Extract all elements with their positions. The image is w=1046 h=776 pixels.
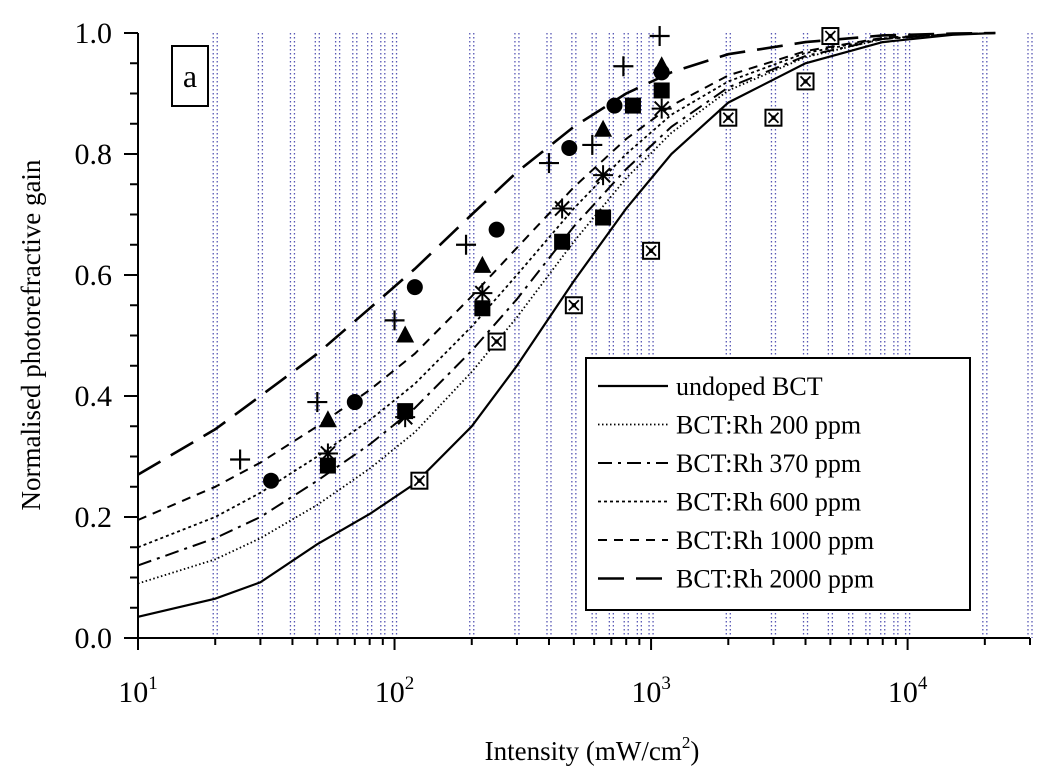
data-point-series-3 [472,283,493,304]
x-tick-label-exponent: 3 [661,673,671,694]
data-point-series-1 [796,72,815,91]
data-point-series-6 [384,310,405,331]
legend: undoped BCT BCT:Rh 200 ppm BCT:Rh 370 ppm B… [585,357,971,611]
data-point-series-6 [613,56,634,77]
data-point-series-3 [317,443,338,464]
legend-entry: BCT:Rh 200 ppm [676,411,861,440]
data-point-series-2 [624,97,641,114]
x-tick-label-base: 10 [888,676,918,709]
data-point-series-1 [642,241,661,260]
panel-label-box: a [171,45,209,107]
data-point-series-1 [821,27,840,46]
x-axis-label-close: ) [690,736,699,766]
data-point-series-6 [538,153,559,174]
data-point-series-3 [395,407,416,428]
data-point-series-6 [307,392,328,413]
y-tick-label: 0.2 [75,501,113,534]
data-point-series-4 [561,139,578,156]
legend-entry: BCT:Rh 2000 ppm [676,565,874,594]
data-point-series-5 [473,255,492,273]
fit-curves [137,31,996,618]
x-axis-label-main: Intensity (mW/cm [485,736,682,766]
data-point-series-3 [651,98,672,119]
data-point-series-5 [396,325,415,343]
legend-entry: undoped BCT [676,372,823,401]
x-tick-label: 103 [631,673,671,709]
x-axis-label-superscript: 2 [682,733,691,752]
x-tick-label-exponent: 1 [148,673,158,694]
x-tick-label: 101 [118,673,158,709]
data-point-series-4 [406,279,423,296]
data-point-series-2 [319,457,336,474]
y-axis-label: Normalised photorefractive gain [16,159,46,510]
x-tick-label: 102 [375,673,415,709]
x-tick-label-base: 10 [118,676,148,709]
data-markers [230,26,840,490]
y-tick-label: 0.6 [75,259,113,292]
fit-curve-6 [137,31,996,476]
x-tick-label-base: 10 [631,676,661,709]
legend-entry: BCT:Rh 1000 ppm [676,526,874,555]
data-point-series-2 [653,82,670,99]
legend-box [585,357,971,611]
y-tick-label: 1.0 [75,17,113,50]
data-point-series-1 [764,108,783,127]
y-tick-label: 0.4 [75,380,113,413]
data-point-series-3 [552,198,573,219]
data-point-series-6 [649,26,670,47]
fit-curve-1 [137,31,996,618]
data-point-series-2 [474,300,491,317]
data-point-series-5 [318,410,337,428]
data-point-series-2 [595,209,612,226]
x-tick-label: 104 [888,673,928,709]
data-point-series-5 [594,119,613,137]
data-point-series-6 [456,234,477,255]
x-tick-label-exponent: 4 [918,673,928,694]
legend-entry: BCT:Rh 370 ppm [676,449,861,478]
y-tick-label: 0.8 [75,138,113,171]
data-point-series-1 [487,332,506,351]
x-tick-label-exponent: 2 [405,673,415,694]
data-point-series-1 [719,108,738,127]
data-point-series-5 [652,56,671,74]
panel-label: a [183,58,197,94]
data-point-series-3 [593,165,614,186]
data-point-series-6 [230,449,251,470]
data-point-series-4 [488,221,505,238]
fit-curve-5 [137,32,996,521]
fit-curve-4 [137,32,996,549]
x-axis-label: Intensity (mW/cm2) [485,733,700,766]
x-tick-label-base: 10 [375,676,405,709]
fit-curve-3 [137,32,996,567]
data-point-series-2 [554,233,571,250]
data-point-series-4 [263,472,280,489]
data-point-series-1 [564,296,583,315]
data-point-series-4 [346,394,363,411]
data-point-series-6 [582,134,603,155]
data-point-series-4 [606,97,623,114]
data-point-series-1 [410,471,429,490]
y-tick-label: 0.0 [75,622,113,655]
legend-entry: BCT:Rh 600 ppm [676,488,861,517]
